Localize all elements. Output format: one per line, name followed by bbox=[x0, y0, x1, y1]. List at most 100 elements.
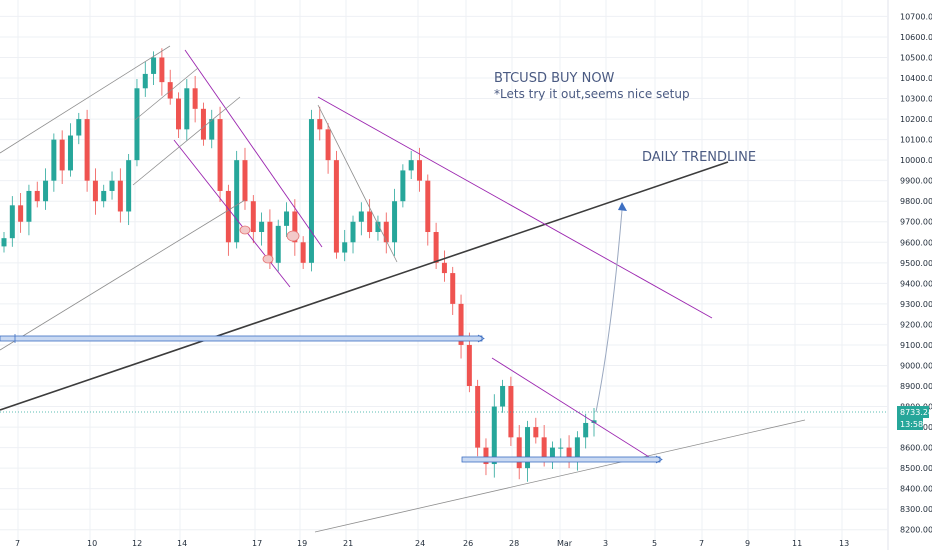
support-zone-9100[interactable] bbox=[0, 335, 483, 342]
candle[interactable] bbox=[275, 219, 281, 272]
candle[interactable] bbox=[458, 294, 464, 359]
candle[interactable] bbox=[26, 184, 32, 236]
rising-trendline-lower[interactable] bbox=[0, 199, 246, 351]
candle[interactable] bbox=[200, 102, 206, 146]
candle[interactable] bbox=[18, 193, 24, 233]
candle[interactable] bbox=[325, 123, 331, 174]
highlight-ellipse-3[interactable] bbox=[286, 230, 300, 242]
candle[interactable] bbox=[1, 232, 7, 253]
annotation-title[interactable]: BTCUSD BUY NOW bbox=[494, 71, 615, 86]
candle[interactable] bbox=[242, 147, 248, 210]
candle[interactable] bbox=[300, 236, 306, 269]
candle[interactable] bbox=[9, 196, 15, 247]
triangle-upper[interactable] bbox=[491, 357, 658, 463]
candle[interactable] bbox=[92, 168, 98, 215]
price-axis[interactable]: 8200.008300.008400.008500.008600.008700.… bbox=[900, 12, 932, 534]
candle[interactable] bbox=[425, 174, 431, 246]
candle-body bbox=[475, 386, 481, 448]
descending-resistance[interactable] bbox=[317, 96, 713, 319]
candle[interactable] bbox=[566, 435, 572, 469]
candle[interactable] bbox=[117, 168, 123, 223]
candle[interactable] bbox=[358, 202, 364, 236]
candle[interactable] bbox=[234, 150, 240, 249]
candle[interactable] bbox=[217, 106, 223, 203]
highlight-ellipse-2[interactable] bbox=[262, 254, 274, 264]
time-axis[interactable]: 7 10 12 14 17 19 21 24 26 28 Mar 3 5 7 9 11 13 bbox=[15, 539, 849, 548]
candle[interactable] bbox=[342, 229, 348, 262]
y-tick-label: 9700.00 bbox=[900, 218, 932, 227]
candle[interactable] bbox=[583, 413, 589, 449]
rising-trendline-upper[interactable] bbox=[0, 45, 171, 154]
candle[interactable] bbox=[84, 109, 90, 192]
candle[interactable] bbox=[375, 215, 381, 241]
candle[interactable] bbox=[508, 376, 514, 446]
candle[interactable] bbox=[574, 431, 580, 471]
descending-inner[interactable] bbox=[317, 104, 398, 263]
candle[interactable] bbox=[250, 195, 256, 244]
candle[interactable] bbox=[51, 133, 57, 192]
candle[interactable] bbox=[259, 212, 265, 246]
candle[interactable] bbox=[533, 417, 539, 444]
candle[interactable] bbox=[416, 147, 422, 192]
last-price-badge bbox=[897, 406, 929, 418]
channel-inner-1[interactable] bbox=[134, 67, 199, 121]
candle[interactable] bbox=[142, 61, 148, 97]
candle[interactable] bbox=[34, 181, 40, 208]
candle[interactable] bbox=[159, 48, 165, 96]
lower-support-trendline[interactable] bbox=[314, 419, 806, 533]
channel-line-1[interactable] bbox=[184, 49, 323, 248]
candle[interactable] bbox=[209, 109, 215, 149]
candle[interactable] bbox=[549, 441, 555, 469]
candle[interactable] bbox=[400, 164, 406, 208]
channel-inner-2[interactable] bbox=[132, 96, 241, 186]
candle[interactable] bbox=[525, 420, 531, 482]
candle[interactable] bbox=[225, 184, 231, 256]
annotation-daily-trendline[interactable]: DAILY TRENDLINE bbox=[642, 150, 756, 165]
plot-area[interactable] bbox=[1, 48, 597, 482]
projection-arrow[interactable] bbox=[595, 209, 623, 413]
candle[interactable] bbox=[333, 150, 339, 259]
candle[interactable] bbox=[284, 202, 290, 237]
candle[interactable] bbox=[151, 51, 157, 86]
candle[interactable] bbox=[59, 130, 65, 184]
candle[interactable] bbox=[76, 112, 82, 145]
candle[interactable] bbox=[383, 212, 389, 254]
candle[interactable] bbox=[67, 123, 73, 177]
annotation-subtitle[interactable]: *Lets try it out,seems nice setup bbox=[494, 87, 690, 101]
candle[interactable] bbox=[134, 79, 140, 167]
candle-body bbox=[134, 88, 140, 161]
candle[interactable] bbox=[350, 215, 356, 254]
candle[interactable] bbox=[466, 332, 472, 393]
candle[interactable] bbox=[516, 425, 522, 480]
candle[interactable] bbox=[101, 184, 107, 208]
candle[interactable] bbox=[192, 75, 198, 123]
daily-trendline[interactable] bbox=[0, 161, 729, 411]
channel-line-2[interactable] bbox=[173, 139, 291, 288]
candle-body bbox=[441, 262, 447, 274]
candle[interactable] bbox=[500, 379, 506, 413]
candle[interactable] bbox=[491, 394, 497, 478]
support-zone-8500[interactable] bbox=[461, 456, 661, 463]
candle[interactable] bbox=[450, 266, 456, 315]
candle[interactable] bbox=[367, 199, 373, 239]
candle[interactable] bbox=[176, 92, 182, 138]
candle[interactable] bbox=[408, 150, 414, 180]
candle-body bbox=[259, 221, 265, 233]
candle[interactable] bbox=[441, 250, 447, 282]
candle[interactable] bbox=[43, 168, 49, 210]
candle-body bbox=[425, 180, 431, 233]
candle[interactable] bbox=[109, 171, 115, 200]
candle[interactable] bbox=[317, 106, 323, 141]
candle[interactable] bbox=[308, 109, 314, 272]
candle-body bbox=[483, 447, 489, 465]
candle[interactable] bbox=[392, 188, 398, 256]
candle[interactable] bbox=[167, 69, 173, 105]
candle[interactable] bbox=[475, 379, 481, 457]
highlight-ellipse-1[interactable] bbox=[239, 225, 251, 235]
candle[interactable] bbox=[126, 153, 132, 226]
candle[interactable] bbox=[184, 79, 190, 141]
drawings-layer[interactable] bbox=[0, 45, 806, 533]
x-tick-label: 9 bbox=[745, 539, 750, 548]
y-tick-label: 8600.00 bbox=[900, 444, 932, 453]
